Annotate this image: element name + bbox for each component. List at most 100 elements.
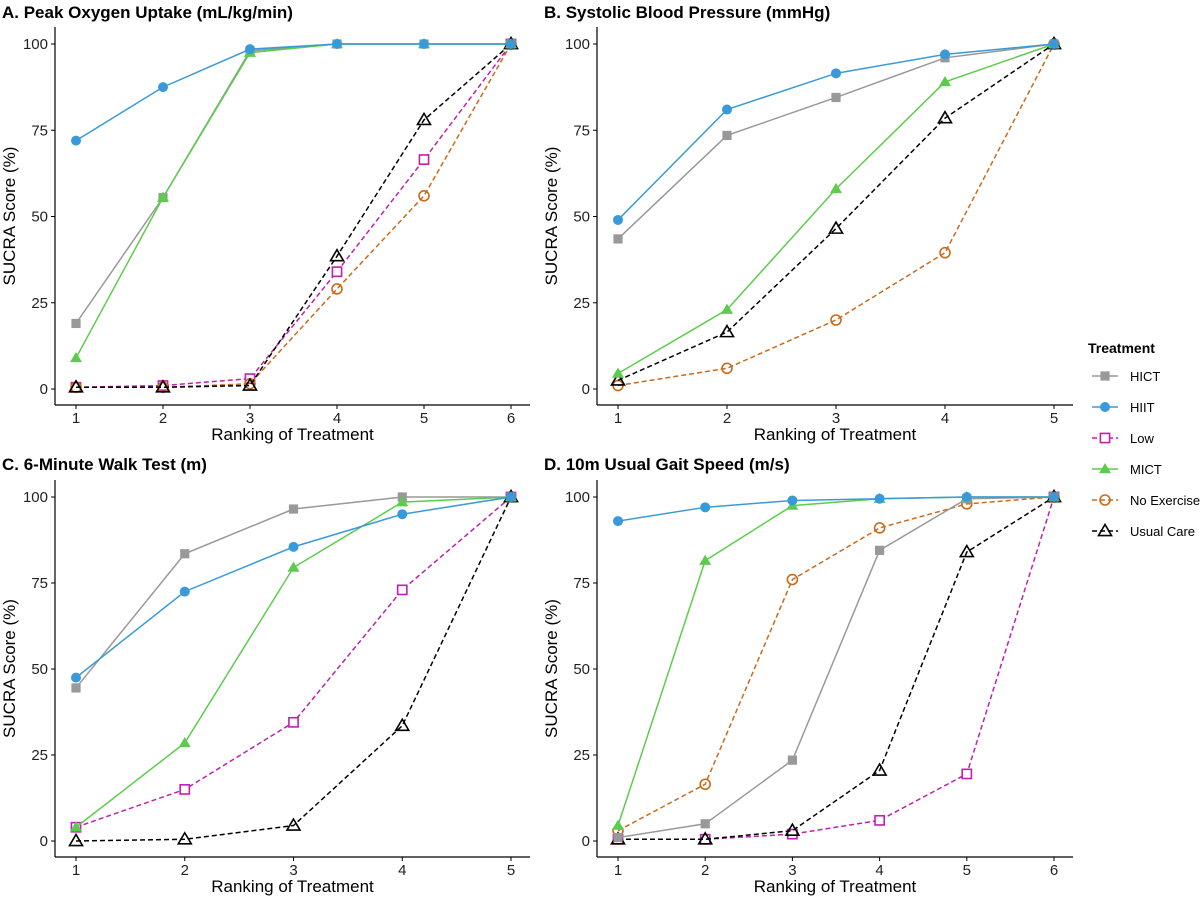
data-point-hict: [71, 318, 81, 329]
data-point-no-exercise: [418, 190, 430, 202]
data-point-mict: [612, 367, 624, 378]
data-point-no-exercise: [331, 283, 343, 295]
legend-item-hict: HICT: [1092, 369, 1160, 384]
legend-item-hiit: HIIT: [1092, 400, 1155, 415]
series-low: [612, 491, 1060, 845]
series-line-hiit: [75, 43, 511, 142]
y-tick-label: 0: [582, 381, 590, 398]
data-point-usual-care: [242, 377, 258, 391]
legend-key-marker: [1099, 494, 1111, 506]
data-point-low: [418, 154, 430, 165]
x-tick-label: 2: [159, 410, 167, 427]
panel-title: D. 10m Usual Gait Speed (m/s): [544, 455, 790, 474]
x-tick-label: 4: [398, 862, 406, 879]
legend-label: HICT: [1130, 369, 1160, 384]
panel-title: B. Systolic Blood Pressure (mmHg): [544, 3, 830, 22]
y-tick-label: 0: [40, 833, 48, 850]
data-point-hiit: [71, 135, 81, 146]
series-line-no-exercise: [617, 496, 1055, 832]
legend-item-low: Low: [1092, 431, 1154, 446]
series-mict: [612, 38, 1060, 378]
data-point-hiit: [831, 68, 841, 79]
x-tick-label: 6: [507, 410, 515, 427]
series-line-hict: [617, 496, 1055, 839]
y-tick-label: 75: [573, 122, 590, 139]
series-hiit: [71, 492, 516, 683]
x-tick-label: 2: [723, 410, 731, 427]
y-tick-label: 100: [23, 36, 48, 53]
series-usual-care: [610, 35, 1062, 386]
y-tick-label: 0: [582, 833, 590, 850]
data-point-usual-care: [828, 220, 844, 234]
x-tick-label: 3: [832, 410, 840, 427]
y-tick-label: 50: [573, 661, 590, 678]
data-point-hiit: [940, 49, 950, 60]
series-line-low: [618, 496, 1055, 841]
data-point-hiit: [613, 214, 623, 225]
data-point-usual-care: [176, 831, 193, 845]
data-point-hiit: [288, 541, 299, 552]
data-point-low: [288, 716, 299, 728]
legend-key-marker: [1099, 463, 1111, 474]
x-tick-label: 1: [72, 410, 80, 427]
series-line-no-exercise: [76, 43, 512, 389]
y-tick-label: 50: [31, 661, 48, 678]
legend-key-marker: [1100, 371, 1110, 381]
x-tick-label: 3: [246, 410, 254, 427]
x-tick-label: 1: [72, 862, 80, 879]
data-point-usual-care: [784, 822, 801, 837]
y-tick-label: 100: [23, 489, 48, 506]
data-point-hict: [787, 755, 797, 765]
y-tick-label: 100: [565, 36, 590, 53]
data-point-hiit: [332, 39, 342, 49]
y-tick-label: 75: [31, 122, 48, 139]
chart-panel-c: C. 6-Minute Walk Test (m) 0 25 50 75 100 1 2 3 4 5…: [0, 455, 530, 896]
y-tick-label: 25: [573, 747, 590, 764]
data-point-mict: [699, 554, 712, 565]
series-hict: [71, 492, 516, 693]
data-point-hict: [875, 545, 885, 555]
data-point-low: [179, 783, 191, 795]
data-point-usual-care: [68, 379, 84, 393]
x-tick-label: 2: [701, 862, 709, 879]
data-point-hiit: [613, 516, 623, 527]
data-point-usual-care: [958, 543, 975, 558]
data-point-hict: [700, 819, 710, 829]
legend-label: Usual Care: [1130, 524, 1195, 539]
data-point-hiit: [700, 502, 711, 513]
series-line-usual-care: [76, 43, 512, 389]
legend-label: No Exercise: [1130, 493, 1200, 508]
chart-panel-d: D. 10m Usual Gait Speed (m/s)02550751001…: [542, 455, 1073, 896]
data-point-hict: [613, 234, 623, 244]
legend: Treatment HICT HIIT Low MICT No Exercise Usua…: [1088, 340, 1200, 539]
legend-label: HIIT: [1130, 400, 1155, 415]
data-point-mict: [612, 819, 624, 830]
data-point-low: [961, 768, 973, 780]
data-point-usual-care: [155, 379, 171, 393]
x-tick-label: 1: [614, 862, 622, 879]
x-axis-title: Ranking of Treatment: [754, 877, 917, 896]
data-point-mict: [830, 182, 842, 194]
x-tick-label: 3: [289, 862, 297, 879]
chart-panel-a: A. Peak Oxygen Uptake (mL/kg/min)0255075…: [0, 3, 530, 444]
x-tick-label: 6: [1050, 862, 1058, 879]
legend-title: Treatment: [1088, 340, 1155, 356]
data-point-mict: [70, 351, 82, 363]
x-tick-label: 5: [420, 410, 428, 427]
data-point-hiit: [71, 672, 81, 683]
data-point-no-exercise: [699, 778, 712, 791]
series-usual-care: [68, 488, 519, 847]
series-line-hiit: [617, 496, 1054, 522]
series-no-exercise: [612, 491, 1060, 837]
legend-label: MICT: [1130, 462, 1162, 477]
series-line-usual-care: [618, 496, 1055, 841]
data-point-mict: [721, 303, 733, 314]
y-tick-label: 50: [31, 209, 48, 226]
data-point-usual-care: [610, 372, 626, 386]
data-point-hiit: [1049, 39, 1059, 49]
series-hict: [613, 492, 1059, 843]
data-point-usual-care: [394, 717, 411, 732]
x-axis-title: Ranking of Treatment: [754, 425, 917, 444]
chart-panel-b: B. Systolic Blood Pressure (mmHg)0255075…: [542, 3, 1073, 444]
data-point-hiit: [961, 492, 972, 502]
